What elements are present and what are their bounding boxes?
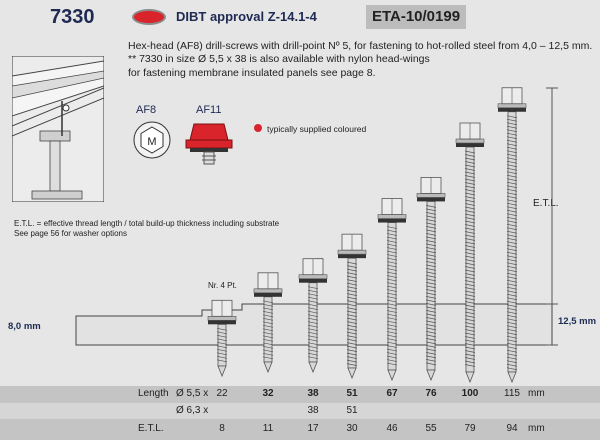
screw-67	[377, 198, 407, 382]
length-label: Length	[138, 388, 169, 399]
etl-row-label: E.T.L.	[138, 423, 164, 434]
etl-dimension-label: E.T.L.	[533, 198, 559, 209]
description-line-2: ** 7330 in size Ø 5,5 x 38 is also avail…	[128, 53, 430, 65]
application-illustration	[12, 56, 104, 202]
screw-38	[298, 258, 328, 374]
brand-logo	[132, 9, 166, 25]
length-5-5-cell: 100	[461, 388, 479, 399]
etl-unit-label: mm	[528, 423, 545, 434]
coloured-note: typically supplied coloured	[267, 124, 367, 134]
length-5-5-cell: 22	[216, 388, 228, 399]
eta-badge: ETA-10/0199	[366, 5, 466, 29]
af8-head-icon: M	[133, 121, 171, 159]
description-line-3: for fastening membrane insulated panels …	[128, 67, 376, 79]
af8-head-mark: M	[147, 136, 156, 148]
etl-cell: 11	[262, 423, 274, 434]
etl-cell: 55	[425, 423, 437, 434]
etl-cell: 79	[464, 423, 476, 434]
washer-note: See page 56 for washer options	[14, 229, 127, 238]
drill-point-label: Nr. 4 Pt.	[208, 281, 237, 290]
diameter-6-3-label: Ø 6,3 x	[176, 405, 209, 416]
etl-cell: 46	[386, 423, 398, 434]
screw-51	[337, 233, 367, 380]
etl-note: E.T.L. = effective thread length / total…	[14, 219, 280, 228]
product-code: 7330	[50, 6, 95, 28]
etl-cell: 8	[219, 423, 225, 434]
etl-cell: 17	[307, 423, 319, 434]
length-5-5-cell: 76	[425, 388, 437, 399]
af11-screw-icon	[185, 123, 233, 165]
screw-115	[497, 87, 527, 384]
length-6-3-cell: 51	[346, 405, 358, 416]
length-row-5-5: Length Ø 5,5 x mm	[0, 386, 600, 403]
etl-cell: 94	[506, 423, 518, 434]
screw-100	[455, 122, 485, 384]
unit-label: mm	[528, 388, 545, 399]
red-dot-icon	[254, 124, 262, 132]
dibt-approval: DIBT approval Z-14.1-4	[176, 9, 317, 24]
screw-32	[253, 272, 283, 374]
length-6-3-cell: 38	[307, 405, 319, 416]
screw-22	[207, 299, 237, 378]
af8-label: AF8	[136, 104, 157, 116]
diameter-5-5-label: Ø 5,5 x	[176, 388, 209, 399]
length-5-5-cell: 32	[262, 388, 274, 399]
length-row-6-3: Ø 6,3 x	[0, 403, 600, 419]
length-5-5-cell: 115	[504, 388, 520, 399]
min-thickness-label: 8,0 mm	[8, 321, 41, 332]
length-5-5-cell: 67	[386, 388, 398, 399]
etl-row: E.T.L. mm	[0, 419, 600, 440]
max-thickness-label: 12,5 mm	[558, 316, 597, 327]
description-line-1: Hex-head (AF8) drill-screws with drill-p…	[128, 40, 593, 52]
etl-cell: 30	[346, 423, 358, 434]
length-5-5-cell: 51	[346, 388, 358, 399]
screw-76	[416, 176, 446, 382]
af11-label: AF11	[196, 104, 222, 116]
length-5-5-cell: 38	[307, 388, 319, 399]
